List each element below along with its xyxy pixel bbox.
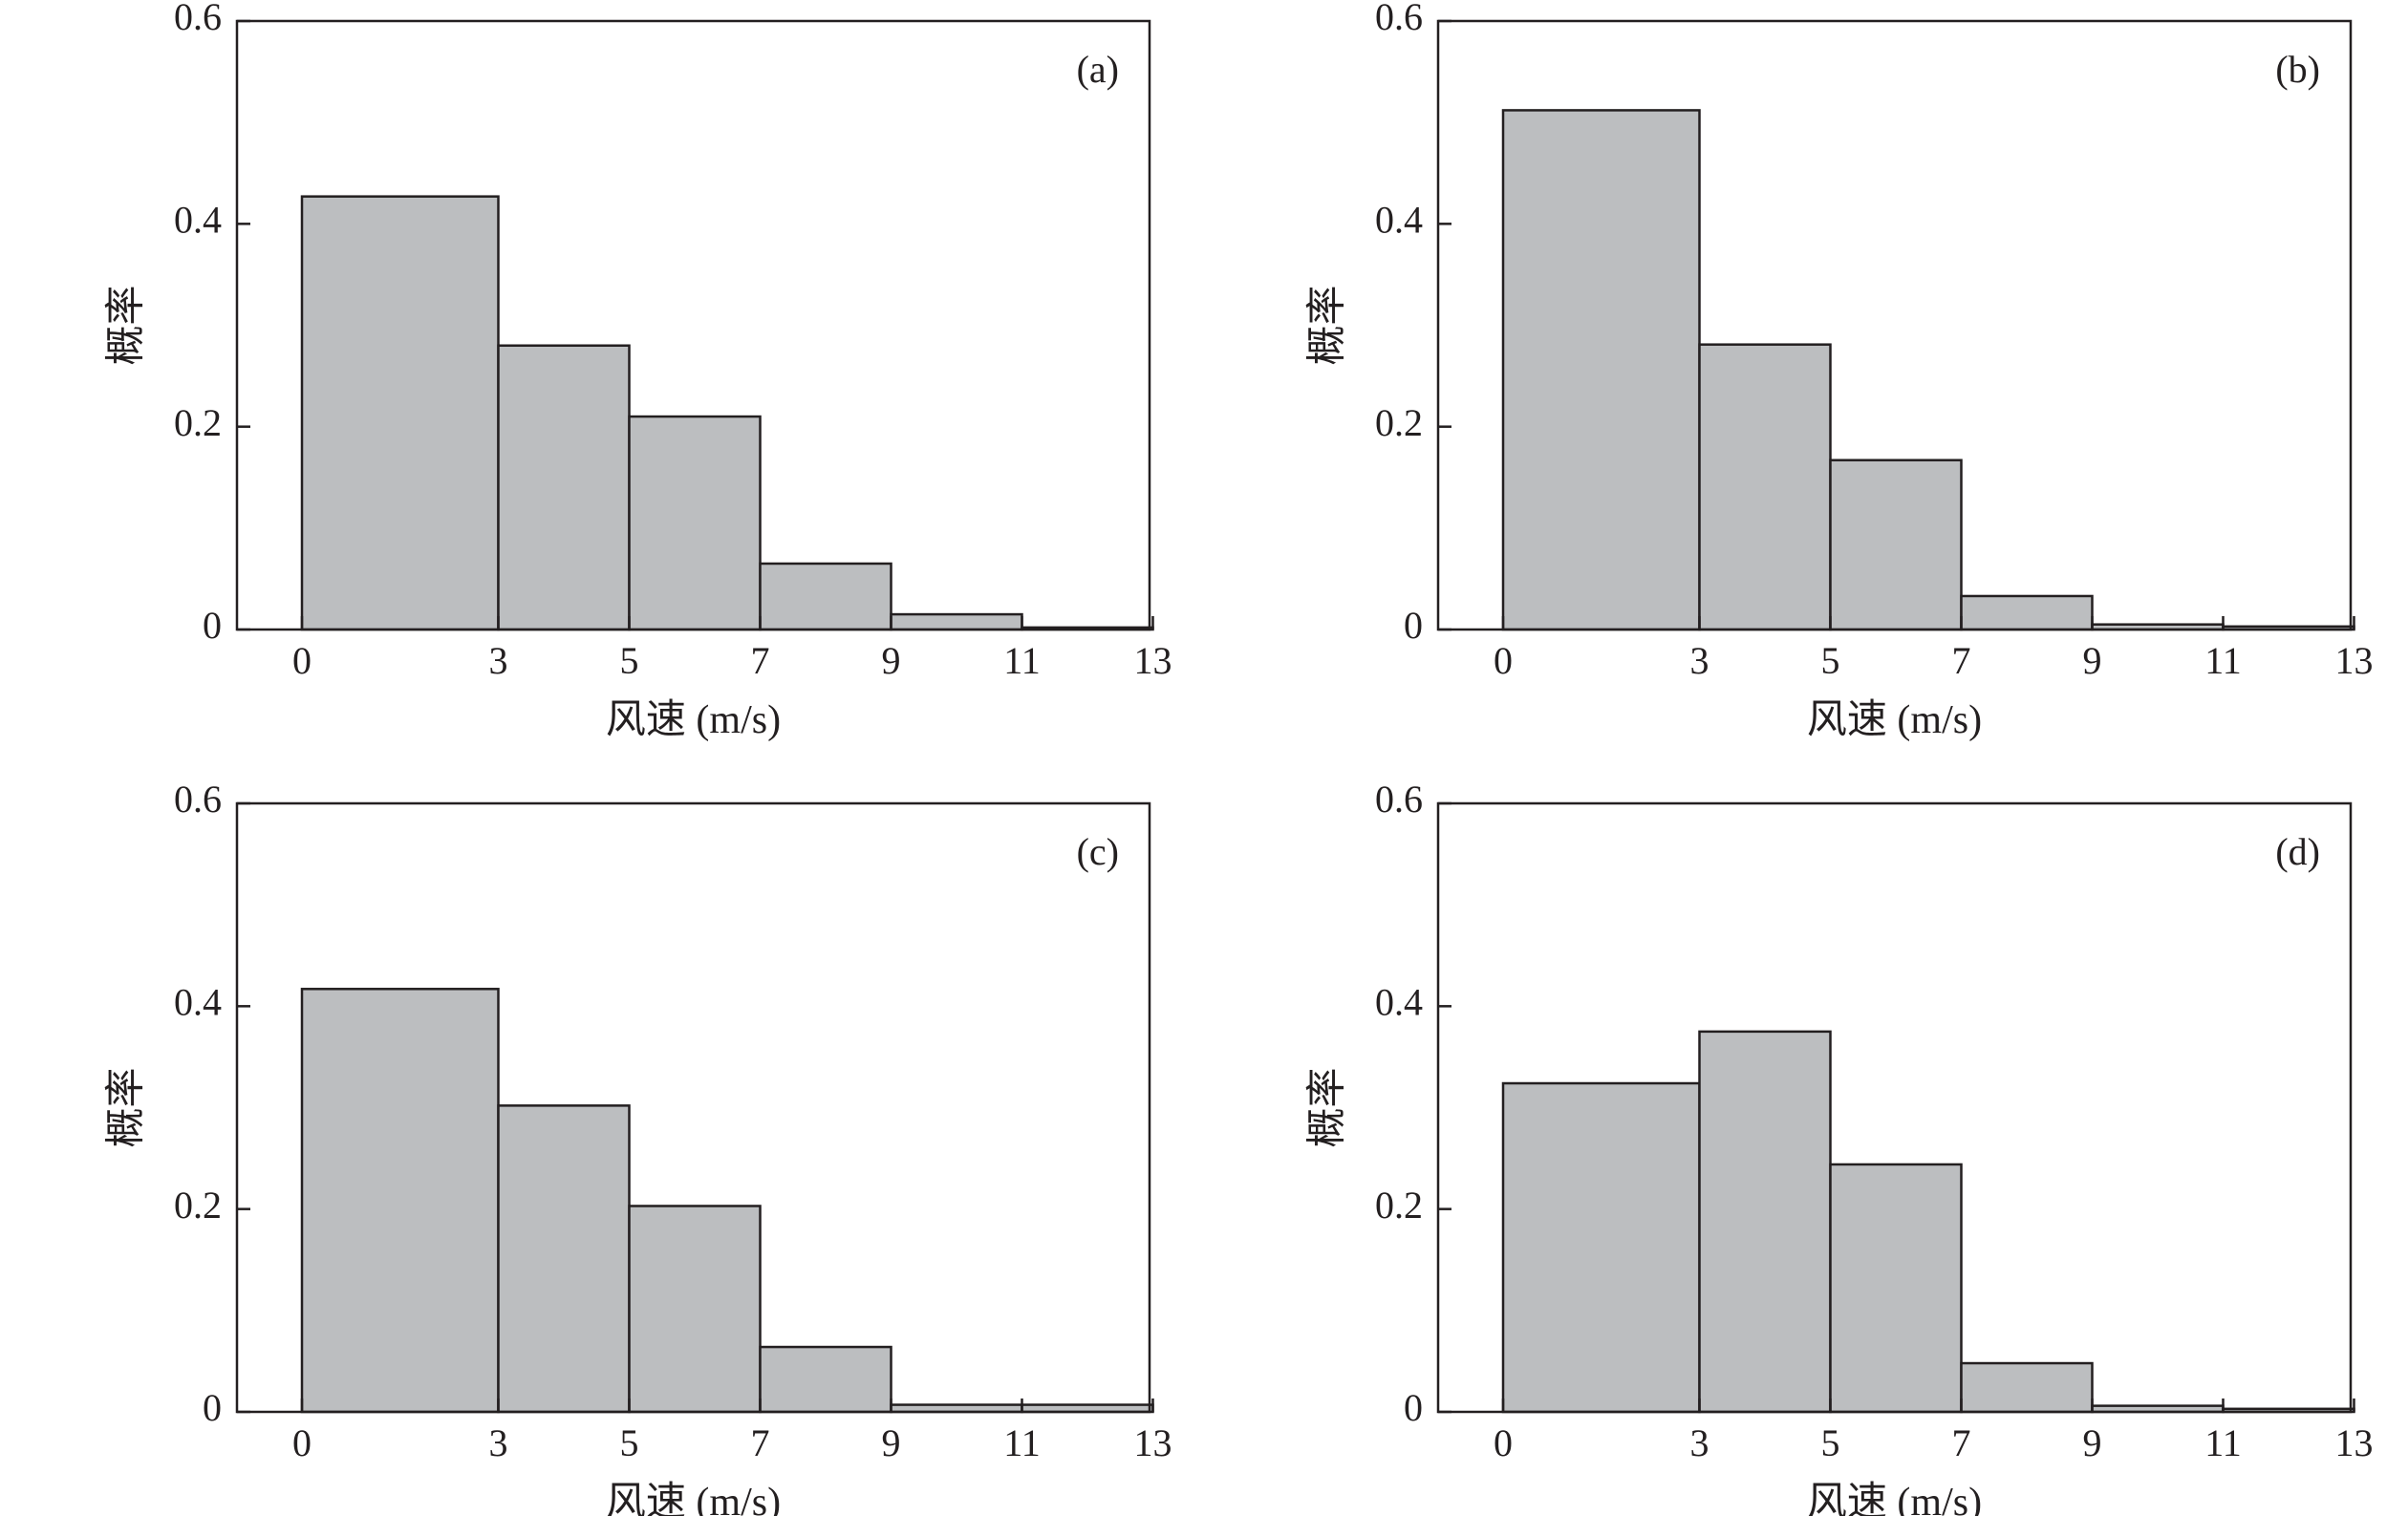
histogram-bar xyxy=(628,415,762,631)
histogram-panel-3: 0 0.2 0.4 0.6 0 3 5 7 9 11 13 风速 (m/s) 概率 (c) xyxy=(104,778,1172,1516)
x-tick-label: 13 xyxy=(2335,639,2374,682)
y-axis-title: 概率 xyxy=(1305,1067,1350,1147)
x-tick-label: 0 xyxy=(1494,1421,1513,1464)
x-tick-label: 0 xyxy=(1494,639,1513,682)
y-axis-title: 概率 xyxy=(1305,285,1350,365)
x-tick-label: 7 xyxy=(751,639,770,682)
y-tick-label: 0.4 xyxy=(1375,199,1423,242)
x-tick-label: 5 xyxy=(620,1421,639,1464)
x-axis-title: 风速 (m/s) xyxy=(606,698,781,742)
x-tick-label: 3 xyxy=(1690,639,1709,682)
histogram-bar xyxy=(759,562,892,631)
y-tick-label: 0.6 xyxy=(174,778,222,821)
x-tick-label: 0 xyxy=(292,1421,312,1464)
histogram-bar xyxy=(1829,1163,1963,1414)
x-axis-title: 风速 (m/s) xyxy=(1807,1481,1982,1516)
x-tick-label: 7 xyxy=(1952,1421,1971,1464)
y-axis-title: 概率 xyxy=(104,285,149,365)
x-tick-label: 7 xyxy=(751,1421,770,1464)
histogram-bar xyxy=(497,1104,631,1414)
y-tick-label: 0 xyxy=(1404,1386,1423,1429)
x-tick-label: 3 xyxy=(1690,1421,1709,1464)
x-tick-label: 9 xyxy=(2083,639,2102,682)
plot-frame xyxy=(235,801,1151,1414)
histogram-bar xyxy=(628,1205,762,1414)
panel-label: (c) xyxy=(1077,830,1119,873)
y-tick-label: 0.6 xyxy=(1375,778,1423,821)
histogram-bar xyxy=(1960,594,2094,631)
x-tick-label: 3 xyxy=(489,639,508,682)
histogram-bar xyxy=(1698,1030,1832,1414)
histogram-bar xyxy=(1960,1361,2094,1414)
x-tick-label: 9 xyxy=(882,1421,901,1464)
histogram-panel-1: 0 0.2 0.4 0.6 0 3 5 7 9 11 13 风速 (m/s) 概率 (a) xyxy=(104,0,1172,742)
histogram-bar xyxy=(1501,1081,1701,1414)
panel-label: (a) xyxy=(1077,48,1119,91)
y-tick-label: 0 xyxy=(203,1386,222,1429)
y-tick-label: 0.6 xyxy=(174,0,222,38)
panel-label: (d) xyxy=(2275,830,2320,873)
x-tick-label: 5 xyxy=(1821,639,1840,682)
x-tick-label: 9 xyxy=(2083,1421,2102,1464)
x-tick-label: 13 xyxy=(2335,1421,2374,1464)
histogram-bar xyxy=(1698,343,1832,631)
histogram-bar xyxy=(759,1345,892,1414)
histogram-bar xyxy=(1829,459,1963,631)
x-tick-label: 11 xyxy=(1003,1421,1041,1464)
x-tick-label: 5 xyxy=(620,639,639,682)
x-tick-label: 9 xyxy=(882,639,901,682)
y-tick-label: 0.4 xyxy=(174,981,222,1024)
histogram-bar xyxy=(1501,109,1701,631)
x-tick-label: 11 xyxy=(2204,639,2242,682)
y-tick-label: 0 xyxy=(1404,604,1423,647)
histogram-bar xyxy=(300,988,500,1414)
x-tick-label: 13 xyxy=(1134,1421,1172,1464)
y-tick-label: 0.2 xyxy=(174,1184,222,1227)
histogram-panel-2: 0 0.2 0.4 0.6 0 3 5 7 9 11 13 风速 (m/s) 概率 (b) xyxy=(1305,0,2374,742)
y-tick-label: 0.4 xyxy=(174,199,222,242)
x-tick-label: 0 xyxy=(292,639,312,682)
x-tick-label: 11 xyxy=(2204,1421,2242,1464)
y-tick-label: 0.6 xyxy=(1375,0,1423,38)
plot-frame xyxy=(1436,801,2353,1414)
y-axis-title: 概率 xyxy=(104,1067,149,1147)
y-tick-label: 0.4 xyxy=(1375,981,1423,1024)
histogram-bar xyxy=(497,344,631,631)
histogram-bar xyxy=(300,195,500,631)
x-tick-label: 3 xyxy=(489,1421,508,1464)
histogram-bar xyxy=(890,612,1023,631)
y-tick-label: 0.2 xyxy=(1375,1184,1423,1227)
x-axis-title: 风速 (m/s) xyxy=(1807,698,1982,742)
y-tick-label: 0.2 xyxy=(174,401,222,444)
histogram-panel-4: 0 0.2 0.4 0.6 0 3 5 7 9 11 13 风速 (m/s) 概率 (d) xyxy=(1305,778,2374,1516)
y-tick-label: 0.2 xyxy=(1375,401,1423,444)
x-tick-label: 13 xyxy=(1134,639,1172,682)
panel-label: (b) xyxy=(2275,48,2320,91)
x-axis-title: 风速 (m/s) xyxy=(606,1481,781,1516)
x-tick-label: 11 xyxy=(1003,639,1041,682)
x-tick-label: 5 xyxy=(1821,1421,1840,1464)
plot-frame xyxy=(1436,19,2353,631)
plot-frame xyxy=(235,19,1151,631)
y-tick-label: 0 xyxy=(203,604,222,647)
x-tick-label: 7 xyxy=(1952,639,1971,682)
